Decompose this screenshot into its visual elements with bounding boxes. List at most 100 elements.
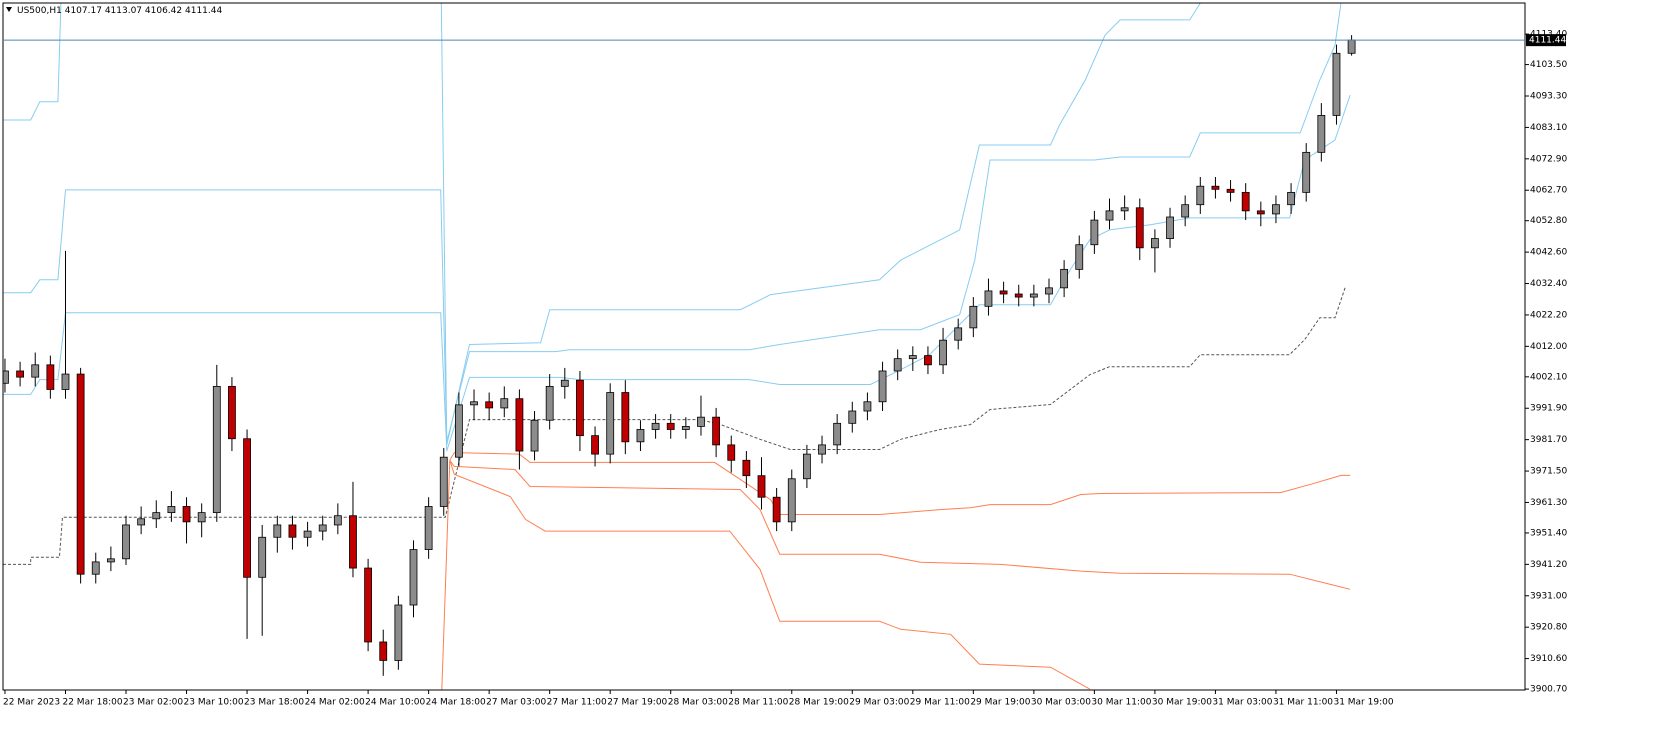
candle-body bbox=[137, 518, 146, 526]
candle-body bbox=[61, 373, 70, 390]
candle-body bbox=[212, 385, 221, 514]
candle-body bbox=[379, 641, 388, 661]
candle-body bbox=[167, 506, 176, 514]
candle-body bbox=[939, 339, 947, 366]
candle-body bbox=[1135, 207, 1144, 249]
y-tick-label: 4072.90 bbox=[1530, 154, 1567, 164]
candle-body bbox=[91, 561, 100, 575]
candle-body bbox=[1029, 293, 1038, 298]
candle-body bbox=[515, 398, 524, 452]
candle-body bbox=[833, 422, 842, 446]
indicator-line bbox=[3, 3, 1201, 446]
candle-body bbox=[470, 401, 478, 406]
y-tick-label: 3951.40 bbox=[1530, 528, 1567, 538]
candle-body bbox=[757, 475, 766, 498]
candle-body bbox=[1347, 39, 1356, 54]
candle-body bbox=[999, 290, 1008, 295]
candle-body bbox=[152, 512, 161, 520]
x-tick-label: 23 Mar 10:00 bbox=[184, 698, 244, 708]
candle-body bbox=[1166, 216, 1174, 239]
y-tick-label: 4022.20 bbox=[1530, 310, 1567, 320]
candle-body bbox=[1090, 219, 1099, 246]
y-tick-label: 4062.70 bbox=[1530, 186, 1567, 196]
candle-body bbox=[802, 453, 811, 480]
candle-body bbox=[530, 419, 539, 452]
candle-body bbox=[46, 364, 55, 390]
header-open: 4107.17 bbox=[65, 6, 102, 16]
x-tick-label: 28 Mar 03:00 bbox=[668, 698, 728, 708]
candle-body bbox=[243, 438, 251, 578]
candle-body bbox=[197, 512, 206, 523]
candle-body bbox=[954, 327, 963, 341]
candle-body bbox=[1241, 191, 1250, 212]
candle-body bbox=[621, 392, 630, 443]
candle-body bbox=[878, 370, 887, 403]
candle-body bbox=[908, 355, 917, 360]
header-close: 4111.44 bbox=[185, 6, 222, 16]
candle-body bbox=[818, 444, 826, 455]
candle-body bbox=[560, 379, 569, 387]
candle-body bbox=[1105, 210, 1114, 221]
y-tick-label: 3971.50 bbox=[1530, 467, 1567, 477]
y-tick-label: 4093.30 bbox=[1530, 91, 1567, 101]
candle-body bbox=[122, 524, 130, 560]
y-tick-label: 4042.60 bbox=[1530, 248, 1567, 258]
candle-body bbox=[1045, 287, 1053, 295]
x-tick-label: 22 Mar 2023 bbox=[3, 698, 60, 708]
candle-body bbox=[228, 385, 236, 440]
last-price-label: 4111.44 bbox=[1529, 36, 1566, 46]
indicator-line bbox=[3, 94, 1351, 452]
y-tick-label: 3900.70 bbox=[1530, 685, 1567, 695]
x-tick-label: 24 Mar 18:00 bbox=[426, 698, 486, 708]
y-tick-label: 3941.20 bbox=[1530, 560, 1567, 570]
x-tick-label: 28 Mar 11:00 bbox=[728, 698, 788, 708]
chart-header: US500,H1 4107.17 4113.07 4106.42 4111.44 bbox=[17, 6, 222, 16]
header-low: 4106.42 bbox=[145, 6, 182, 16]
x-tick-label: 29 Mar 11:00 bbox=[910, 698, 970, 708]
candle-body bbox=[258, 536, 267, 578]
x-tick-label: 24 Mar 10:00 bbox=[365, 698, 425, 708]
y-tick-label: 3991.90 bbox=[1530, 404, 1567, 414]
indicator-line bbox=[449, 460, 1091, 690]
chart-title: US500,H1 bbox=[17, 6, 62, 16]
x-tick-label: 22 Mar 18:00 bbox=[62, 698, 122, 708]
candle-body bbox=[924, 355, 932, 366]
candle-body bbox=[409, 549, 418, 606]
candle-body bbox=[742, 459, 751, 477]
candle-body bbox=[848, 410, 857, 424]
candle-body bbox=[273, 524, 282, 538]
menu-arrow[interactable] bbox=[6, 7, 12, 12]
candle-body bbox=[666, 422, 675, 430]
candle-body bbox=[76, 373, 85, 575]
candle-body bbox=[333, 515, 342, 526]
candle-body bbox=[1332, 52, 1341, 116]
candle-body bbox=[439, 456, 448, 507]
y-tick-label: 4032.40 bbox=[1530, 279, 1567, 289]
candle-body bbox=[636, 429, 645, 443]
candle-body bbox=[984, 290, 993, 307]
candle-body bbox=[394, 604, 403, 661]
x-tick-label: 27 Mar 11:00 bbox=[547, 698, 607, 708]
candle-body bbox=[1287, 191, 1295, 206]
candle-body bbox=[606, 392, 615, 455]
candle-body bbox=[318, 524, 327, 532]
indicator-line bbox=[449, 460, 1351, 590]
x-tick-label: 29 Mar 03:00 bbox=[849, 698, 909, 708]
x-tick-label: 27 Mar 03:00 bbox=[486, 698, 546, 708]
candle-body bbox=[727, 444, 736, 461]
candle-body bbox=[485, 401, 494, 409]
x-tick-label: 23 Mar 18:00 bbox=[244, 698, 304, 708]
candle-body bbox=[1075, 244, 1084, 270]
candle-body bbox=[545, 385, 554, 421]
candle-body bbox=[1211, 185, 1220, 190]
candle-body bbox=[500, 398, 509, 409]
candle-body bbox=[591, 435, 599, 455]
candle-body bbox=[1120, 207, 1129, 212]
x-tick-label: 31 Mar 19:00 bbox=[1333, 698, 1393, 708]
candle-body bbox=[893, 358, 902, 372]
x-tick-label: 30 Mar 19:00 bbox=[1152, 698, 1212, 708]
x-tick-label: 30 Mar 11:00 bbox=[1091, 698, 1151, 708]
x-tick-label: 31 Mar 11:00 bbox=[1273, 698, 1333, 708]
